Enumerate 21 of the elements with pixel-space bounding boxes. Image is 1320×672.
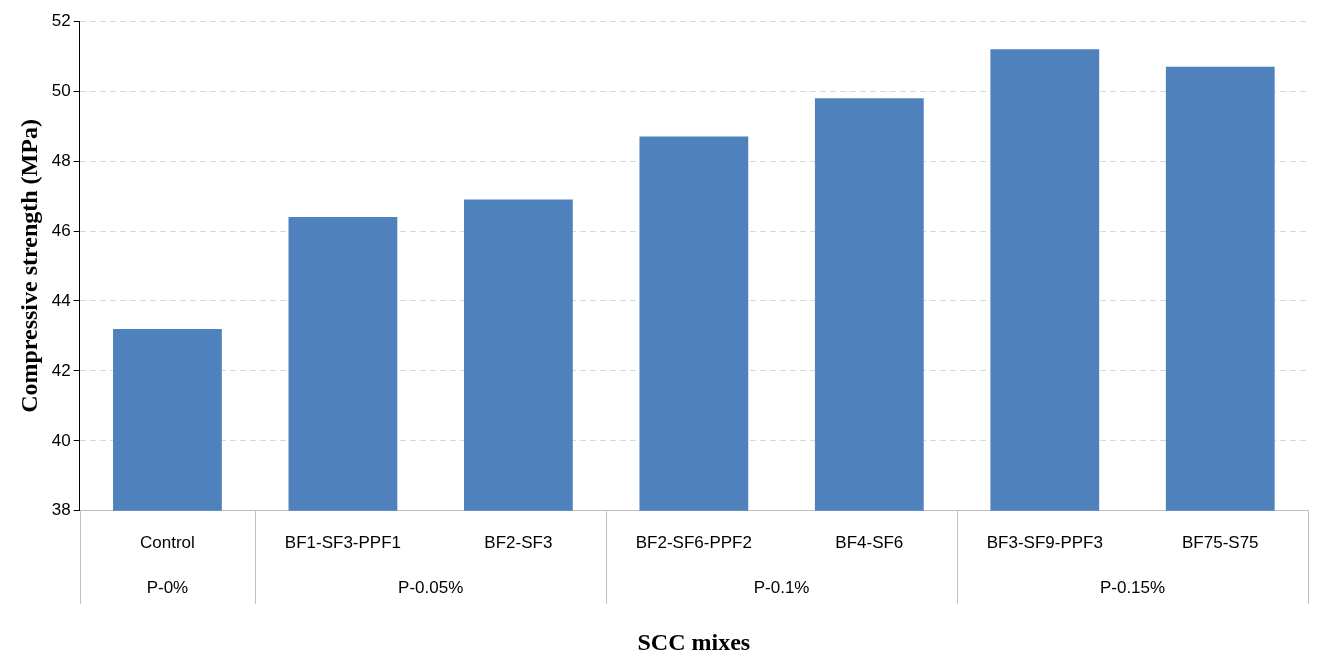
y-tick-label: 42: [51, 360, 71, 380]
x-tick-label: BF2-SF6-PPF2: [635, 532, 752, 552]
x-axis-title: SCC mixes: [637, 628, 751, 655]
text: P-0.15%: [1099, 578, 1166, 598]
text: P-0.1%: [753, 578, 810, 598]
y-tick-label: 52: [51, 10, 71, 30]
y-tick-label: 50: [51, 80, 71, 100]
text: P-0%: [146, 578, 189, 598]
x-tick-label: Control: [140, 532, 195, 552]
y-tick-label: 46: [51, 220, 71, 240]
x-tick-label: BF3-SF9-PPF3: [986, 532, 1103, 552]
y-tick-label: 44: [51, 290, 71, 310]
x-tick-label: BF1-SF3-PPF1: [284, 532, 402, 552]
x-tick-label: BF4-SF6: [835, 532, 904, 552]
x-tick-label: BF2-SF3: [484, 532, 553, 552]
y-tick-label: 40: [51, 430, 71, 450]
x-tick-label: BF75-S75: [1181, 532, 1259, 552]
y-tick-label: 48: [51, 150, 71, 170]
text: P-0.05%: [398, 578, 464, 598]
y-axis-title: Compressive strength (MPa): [15, 119, 42, 413]
y-tick-label: 38: [51, 500, 71, 520]
